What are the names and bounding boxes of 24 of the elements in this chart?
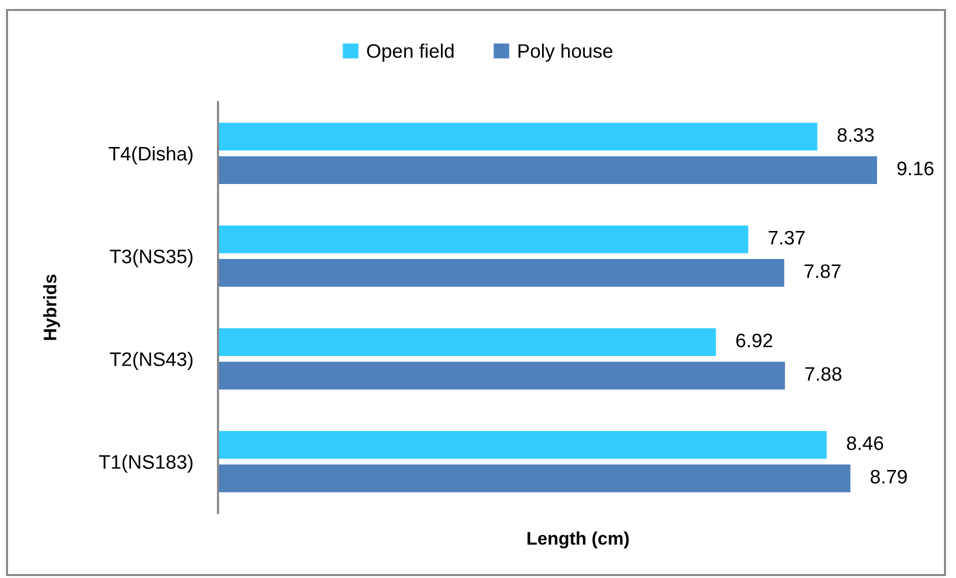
bar bbox=[218, 226, 748, 254]
data-label: 8.46 bbox=[846, 436, 884, 450]
data-label: 9.16 bbox=[897, 162, 934, 176]
y-tick-label: T1(NS183) bbox=[99, 454, 192, 473]
bar bbox=[218, 328, 716, 356]
x-axis-title: Length (cm) bbox=[528, 531, 629, 548]
data-label: 6.92 bbox=[736, 334, 772, 348]
data-label: 7.87 bbox=[804, 264, 841, 278]
y-axis-title: Hybrids bbox=[43, 274, 60, 340]
bar bbox=[218, 156, 878, 184]
y-tick-label: T2(NS43) bbox=[110, 352, 192, 370]
bar bbox=[218, 122, 818, 150]
data-label: 7.37 bbox=[768, 230, 805, 245]
legend-label: Open field bbox=[367, 44, 454, 62]
data-label: 7.88 bbox=[805, 367, 842, 381]
data-label: 8.79 bbox=[870, 470, 907, 484]
legend-label: Poly house bbox=[518, 44, 612, 62]
y-tick-label: T3(NS35) bbox=[110, 249, 192, 268]
bar bbox=[218, 362, 785, 390]
bar bbox=[218, 431, 827, 459]
y-tick-label: T4(Disha) bbox=[108, 146, 192, 164]
bar bbox=[218, 259, 784, 287]
bar bbox=[218, 464, 850, 492]
data-label: 8.33 bbox=[838, 128, 874, 142]
